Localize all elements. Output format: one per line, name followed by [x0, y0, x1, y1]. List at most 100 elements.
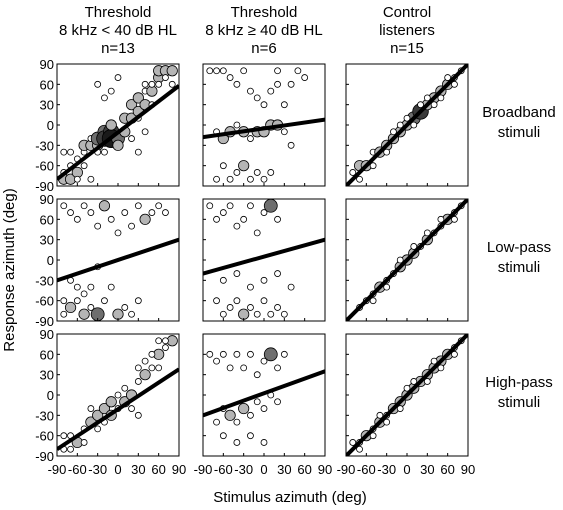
data-point — [233, 350, 241, 358]
data-point — [253, 229, 261, 237]
data-point — [274, 67, 281, 75]
regression-line — [57, 367, 179, 451]
data-point — [114, 391, 122, 399]
data-point — [213, 215, 220, 223]
panel-r0-c0: -90 -60 -30 0 30 60 90 — [35, 57, 180, 194]
data-point — [274, 80, 281, 88]
row-labels: Broadband stimuli Low-pass stimuli High-pass… — [482, 104, 555, 411]
data-point — [238, 402, 250, 415]
data-point — [253, 310, 261, 318]
data-point — [213, 67, 220, 75]
data-point — [134, 297, 142, 305]
data-point — [121, 209, 129, 216]
data-point — [396, 405, 404, 412]
data-point — [219, 67, 227, 75]
data-point — [260, 439, 268, 446]
data-point — [263, 199, 278, 213]
data-point — [78, 308, 90, 320]
data-point — [233, 439, 241, 446]
data-point — [213, 357, 220, 365]
column-header-line: 8 kHz ≥ 40 dB HL — [205, 22, 322, 39]
data-point — [383, 418, 391, 426]
data-point — [112, 139, 124, 151]
data-point — [148, 350, 156, 358]
y-tick-label: -90 — [35, 179, 54, 194]
y-tick-label: -90 — [35, 449, 54, 464]
data-point — [238, 160, 250, 172]
x-tick-label: 60 — [151, 462, 165, 477]
regression-line — [203, 369, 325, 418]
data-point — [260, 297, 268, 305]
data-point — [274, 215, 281, 223]
data-point — [98, 200, 111, 212]
data-point — [213, 175, 220, 183]
data-point — [134, 148, 142, 156]
data-point — [73, 297, 81, 305]
data-point — [162, 337, 169, 345]
data-point — [238, 308, 250, 320]
data-point — [226, 74, 234, 81]
data-point — [410, 121, 418, 129]
data-point — [437, 364, 445, 372]
data-point — [396, 121, 404, 129]
data-point — [403, 114, 411, 122]
data-point — [233, 222, 241, 230]
y-tick-label: -60 — [35, 294, 54, 309]
data-point — [141, 80, 149, 88]
data-point — [356, 445, 363, 453]
data-point — [94, 425, 102, 433]
data-point — [274, 364, 281, 372]
data-point — [80, 290, 88, 298]
data-point — [155, 202, 163, 210]
x-tick-label: 90 — [461, 462, 475, 477]
data-point — [73, 175, 81, 183]
data-point — [451, 80, 458, 88]
data-point — [87, 209, 95, 216]
x-tick-label: -60 — [68, 462, 87, 477]
data-point — [219, 276, 227, 284]
data-point — [134, 411, 142, 419]
x-tick-label: -90 — [337, 462, 356, 477]
panel-r2-c2: -90 -60 -30 0 30 60 90 — [337, 333, 475, 477]
data-point — [226, 364, 234, 372]
row-label-line: Broadband — [482, 104, 555, 121]
data-point — [287, 283, 295, 291]
data-point — [280, 350, 288, 358]
x-tick-label: 60 — [297, 462, 311, 477]
data-point — [274, 398, 281, 406]
data-point — [430, 101, 438, 109]
data-point — [98, 402, 111, 415]
x-tick-label: 90 — [318, 462, 332, 477]
data-point — [253, 371, 261, 379]
x-tick-label: -60 — [357, 462, 376, 477]
data-point — [107, 215, 115, 223]
panel-r0-c1 — [202, 63, 326, 187]
data-point — [267, 169, 275, 176]
column-header-line: n=15 — [390, 40, 424, 57]
data-point — [274, 304, 281, 311]
data-point — [444, 74, 452, 81]
data-point — [233, 169, 241, 176]
data-point — [274, 270, 281, 277]
column-header-line: listeners — [379, 22, 435, 39]
data-point — [287, 80, 295, 88]
data-point — [60, 202, 68, 210]
data-point — [107, 87, 115, 95]
data-point — [101, 148, 108, 156]
data-point — [141, 128, 149, 136]
data-point — [437, 94, 445, 102]
data-point — [67, 148, 74, 156]
row-label-line: stimuli — [498, 124, 541, 141]
column-header-line: Threshold — [231, 4, 298, 21]
data-points — [206, 347, 288, 446]
data-point — [349, 169, 357, 176]
x-tick-label: 0 — [114, 462, 121, 477]
data-point — [280, 128, 288, 136]
data-point — [105, 396, 117, 408]
data-point — [423, 229, 431, 237]
data-point — [396, 256, 404, 264]
data-point — [280, 101, 288, 109]
row-label-line: stimuli — [498, 259, 541, 276]
y-tick-label: 60 — [40, 212, 54, 227]
